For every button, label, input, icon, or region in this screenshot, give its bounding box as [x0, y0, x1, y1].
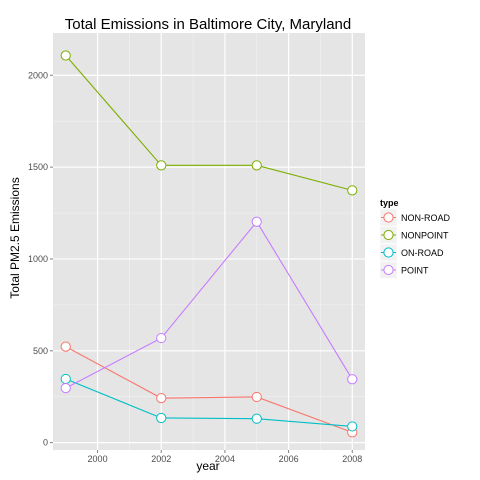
- data-point-nonpoint: [251, 160, 262, 171]
- legend-label-non-road: NON-ROAD: [401, 213, 450, 223]
- series-line-on-road: [65, 378, 353, 427]
- x-tick-label: 2002: [151, 454, 171, 464]
- data-point-on-road: [251, 413, 262, 424]
- data-point-nonpoint: [156, 160, 167, 171]
- x-tick-label: 2000: [88, 454, 108, 464]
- y-tick-label: 0: [43, 438, 48, 448]
- data-point-point: [347, 374, 358, 385]
- y-axis-title: Total PM2.5 Emissions: [8, 177, 22, 298]
- chart-title: Total Emissions in Baltimore City, Maryl…: [65, 16, 351, 33]
- legend-key-point-on-road: [383, 247, 394, 258]
- y-axis-ticks: 0 500 1000 1500 2000: [28, 70, 53, 448]
- legend-key-point-point: [383, 264, 394, 276]
- data-point-nonpoint: [347, 185, 358, 196]
- series-layer: [60, 50, 358, 438]
- x-tick-label: 2006: [279, 454, 299, 464]
- data-point-on-road: [60, 373, 71, 385]
- data-point-non-road: [251, 391, 262, 403]
- y-tick-label: 1000: [28, 254, 48, 264]
- data-point-non-road: [156, 393, 167, 404]
- series-line-point: [65, 220, 353, 389]
- legend-key-point-nonpoint: [383, 229, 394, 241]
- x-axis-title: year: [196, 459, 219, 473]
- y-tick-label: 500: [33, 346, 48, 356]
- data-point-on-road: [347, 421, 358, 432]
- data-point-non-road: [60, 341, 71, 352]
- y-tick-label: 2000: [28, 70, 48, 80]
- y-tick-label: 1500: [28, 162, 48, 172]
- data-point-point: [156, 332, 167, 344]
- x-tick-label: 2008: [342, 454, 362, 464]
- x-axis-ticks: 2000 2002 2004 2006 2008: [88, 450, 362, 464]
- data-point-nonpoint: [60, 50, 71, 61]
- series-line-non-road: [65, 346, 353, 433]
- data-point-on-road: [156, 412, 167, 424]
- legend-title: type: [380, 198, 399, 208]
- legend-label-nonpoint: NONPOINT: [401, 231, 449, 241]
- legend: type NON-ROAD NONPOINT ON-ROAD POINT: [379, 198, 450, 279]
- legend-key-point-non-road: [383, 212, 394, 223]
- legend-label-point: POINT: [401, 266, 429, 276]
- data-point-point: [251, 216, 262, 227]
- data-point-point: [60, 383, 71, 394]
- legend-label-on-road: ON-ROAD: [401, 248, 444, 258]
- series-line-nonpoint: [65, 55, 353, 191]
- plot-panel: [53, 33, 365, 450]
- x-tick-label: 2004: [215, 454, 235, 464]
